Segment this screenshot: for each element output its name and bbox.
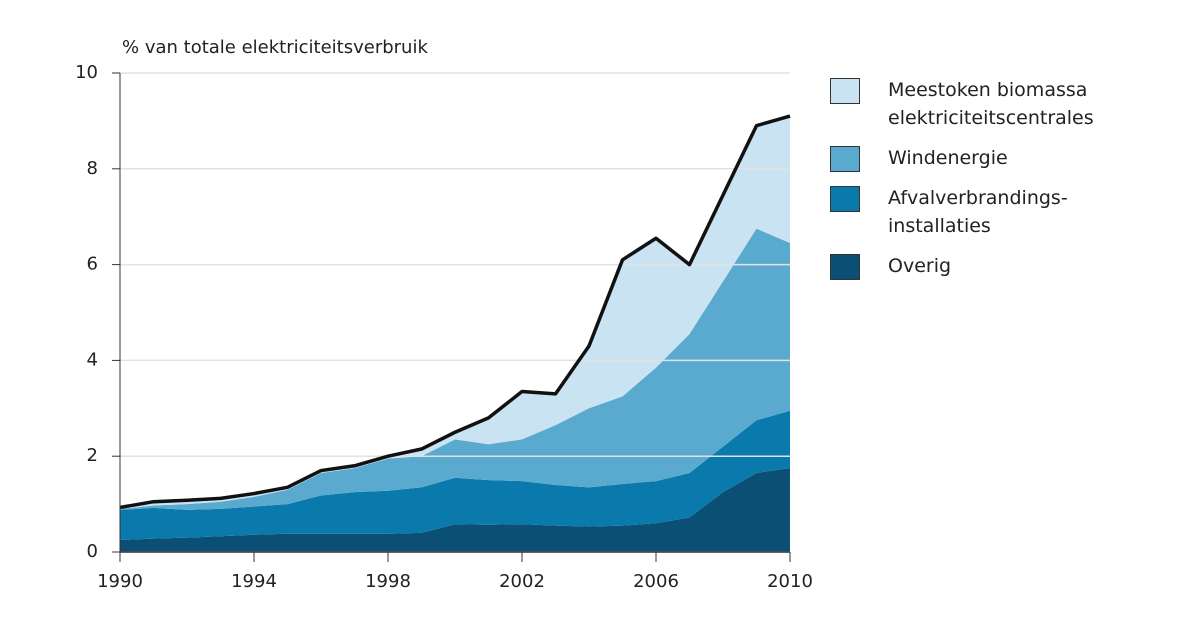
legend-label: Meestoken biomassa elektriciteitscentral… — [888, 79, 1094, 129]
y-tick-label: 6 — [87, 254, 98, 275]
legend-item: Meestoken biomassa elektriciteitscentral… — [830, 76, 1130, 132]
area — [120, 468, 790, 552]
legend-label: Overig — [888, 255, 952, 277]
total-line — [119, 114, 791, 510]
areas — [120, 116, 790, 552]
x-tick-label: 1990 — [97, 571, 143, 592]
area — [120, 410, 790, 541]
y-tick-label: 2 — [87, 445, 98, 466]
legend-label: Windenergie — [888, 147, 1008, 169]
area — [120, 116, 790, 509]
x-tick-label: 2002 — [499, 571, 545, 592]
legend-label: Afvalverbrandings-installaties — [888, 187, 1068, 237]
legend: Meestoken biomassa elektriciteitscentral… — [830, 76, 1130, 292]
legend-swatch — [830, 186, 860, 212]
y-tick-label: 10 — [75, 62, 98, 83]
y-tick-label: 4 — [87, 349, 98, 370]
legend-swatch — [830, 146, 860, 172]
legend-swatch — [830, 254, 860, 280]
legend-item: Afvalverbrandings-installaties — [830, 184, 1130, 240]
x-tick-label: 1994 — [231, 571, 277, 592]
y-axis-label: % van totale elektriciteitsverbruik — [122, 37, 428, 58]
y-tick-label: 0 — [87, 541, 98, 562]
x-tick-label: 1998 — [365, 571, 411, 592]
x-tick-label: 2010 — [767, 571, 813, 592]
x-tick-label: 2006 — [633, 571, 679, 592]
area — [120, 228, 790, 510]
legend-item: Windenergie — [830, 144, 1130, 172]
legend-swatch — [830, 78, 860, 104]
legend-item: Overig — [830, 252, 1130, 280]
y-tick-label: 8 — [87, 158, 98, 179]
